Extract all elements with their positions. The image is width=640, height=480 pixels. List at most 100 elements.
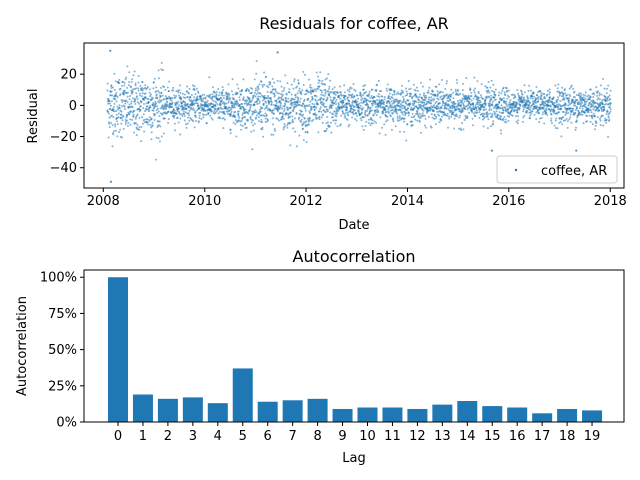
- residual-point: [229, 129, 232, 132]
- residual-point: [577, 110, 580, 113]
- residual-point: [335, 98, 338, 101]
- residual-point: [572, 87, 575, 90]
- residual-point: [542, 105, 545, 108]
- residual-point: [273, 128, 276, 131]
- residual-point: [473, 91, 476, 94]
- residual-point: [261, 84, 264, 86]
- residual-point: [120, 116, 123, 119]
- residual-point: [250, 103, 253, 106]
- residual-point: [550, 121, 553, 124]
- residual-point: [323, 98, 326, 101]
- residual-point: [232, 93, 235, 96]
- residual-point: [370, 118, 373, 121]
- residual-point: [434, 117, 437, 120]
- residual-point: [112, 105, 115, 108]
- residual-point: [445, 93, 448, 96]
- residual-point: [378, 95, 381, 98]
- residual-point: [309, 86, 312, 89]
- residual-point: [486, 115, 489, 118]
- residual-point: [351, 102, 354, 105]
- residual-point: [344, 114, 347, 117]
- residual-point: [185, 123, 187, 126]
- residual-point: [461, 109, 464, 112]
- residual-point: [569, 107, 572, 110]
- residual-point: [399, 99, 402, 102]
- residual-point: [111, 114, 114, 117]
- residual-point: [108, 102, 111, 105]
- residual-point: [289, 115, 292, 118]
- residual-point: [222, 97, 225, 100]
- residual-point: [187, 112, 190, 115]
- residual-point: [306, 131, 309, 134]
- residual-point: [310, 105, 313, 108]
- residual-point: [134, 98, 137, 101]
- residual-point: [254, 95, 257, 98]
- residual-point: [141, 89, 144, 92]
- residual-point: [422, 114, 425, 117]
- residual-point: [236, 100, 239, 103]
- residual-point: [462, 82, 465, 85]
- residual-point: [465, 95, 468, 98]
- residual-point: [608, 106, 611, 109]
- x-tick-label: 11: [384, 429, 401, 444]
- residual-point: [507, 89, 510, 92]
- residual-point: [293, 80, 296, 83]
- residual-point: [562, 116, 565, 119]
- residual-point: [237, 110, 240, 113]
- residual-point: [129, 85, 132, 88]
- residual-point: [556, 98, 559, 101]
- residual-point: [446, 114, 449, 117]
- residual-point: [272, 109, 275, 112]
- residual-point: [575, 119, 578, 122]
- residual-point: [190, 93, 193, 96]
- residual-point: [301, 105, 304, 108]
- residual-point: [494, 98, 497, 101]
- residual-point: [440, 119, 443, 122]
- residual-point: [438, 83, 441, 86]
- residual-point: [342, 99, 345, 102]
- residual-point: [475, 109, 478, 112]
- residual-point: [603, 119, 606, 122]
- residual-point: [447, 99, 450, 102]
- autocorrelation-bar: [557, 408, 578, 422]
- residual-point: [289, 121, 292, 124]
- autocorrelation-bar: [332, 408, 353, 422]
- residual-point: [316, 103, 319, 106]
- residual-point: [562, 95, 565, 98]
- residual-point: [134, 103, 137, 106]
- residual-point: [219, 103, 222, 106]
- residual-point: [291, 118, 294, 121]
- residual-point: [469, 104, 472, 107]
- residual-point: [401, 113, 404, 116]
- residual-point: [211, 98, 214, 101]
- residual-point: [434, 94, 437, 97]
- residual-point: [266, 91, 269, 93]
- residual-point: [114, 123, 117, 126]
- residual-point: [523, 91, 526, 94]
- residual-point: [123, 107, 126, 110]
- residual-point: [455, 113, 458, 116]
- residual-point: [179, 117, 182, 120]
- residual-point: [337, 102, 340, 105]
- residual-point: [489, 125, 492, 128]
- residual-point: [137, 87, 140, 90]
- residual-point: [138, 107, 141, 110]
- residual-point: [175, 90, 178, 93]
- residual-point: [291, 115, 294, 118]
- residual-point: [596, 116, 599, 119]
- residual-point: [238, 103, 241, 106]
- residual-point: [149, 123, 152, 126]
- residual-point: [369, 100, 372, 103]
- residual-point: [603, 106, 606, 109]
- residual-point: [426, 111, 429, 114]
- residual-point: [165, 107, 168, 110]
- residual-point: [354, 117, 357, 120]
- residual-point: [127, 84, 130, 87]
- residual-point: [493, 91, 496, 94]
- residual-point: [349, 109, 352, 112]
- residual-point: [271, 85, 274, 88]
- residual-point: [392, 120, 395, 123]
- residual-point: [139, 94, 142, 97]
- residual-point: [430, 92, 433, 95]
- residual-point: [382, 103, 385, 106]
